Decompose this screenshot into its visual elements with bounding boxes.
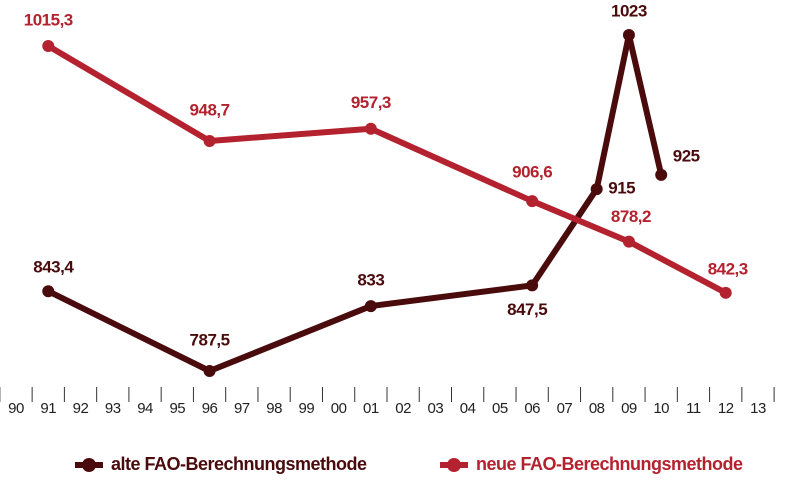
x-tick-label: 91: [40, 400, 56, 417]
x-tick-label: 06: [524, 400, 540, 417]
value-label: 878,2: [611, 207, 651, 226]
data-point: [655, 168, 668, 181]
series-line: [46, 32, 665, 374]
value-label: 833: [357, 271, 384, 290]
data-point: [526, 279, 539, 292]
x-tick-label: 97: [234, 400, 250, 417]
x-tick-label: 93: [105, 400, 121, 417]
x-tick-label: 09: [621, 400, 637, 417]
value-label: 843,4: [33, 258, 74, 277]
legend-label: alte FAO-Berechnungsmethode: [111, 454, 367, 474]
series-line: [46, 43, 728, 296]
data-point: [203, 365, 216, 377]
data-point: [622, 29, 635, 41]
value-label: 847,5: [507, 300, 547, 319]
x-tick-label: 05: [492, 400, 508, 417]
data-point: [203, 135, 216, 148]
data-point: [42, 285, 55, 298]
legend-label: neue FAO-Berechnungsmethode: [476, 454, 743, 474]
x-tick-label: 07: [557, 400, 573, 417]
x-tick-label: 12: [718, 400, 734, 417]
x-tick-label: 03: [428, 400, 444, 417]
x-tick-label: 02: [395, 400, 411, 417]
x-tick-label: 95: [169, 400, 185, 417]
x-tick-label: 01: [363, 400, 379, 417]
x-tick-label: 11: [686, 400, 701, 417]
legend-dot: [82, 458, 96, 472]
x-tick-label: 96: [202, 400, 218, 417]
data-point: [364, 122, 377, 135]
value-label: 842,3: [708, 259, 748, 278]
value-label: 948,7: [190, 100, 230, 119]
x-tick-label: 98: [266, 400, 282, 417]
value-label: 787,5: [190, 330, 230, 349]
data-point: [590, 183, 603, 196]
x-tick-label: 90: [8, 400, 24, 417]
x-tick-label: 94: [137, 400, 153, 417]
data-point: [364, 300, 377, 313]
x-tick-label: 92: [73, 400, 89, 417]
value-label: 1023: [611, 1, 647, 20]
data-point: [42, 39, 55, 52]
x-tick-label: 99: [298, 400, 314, 417]
x-tick-label: 10: [653, 400, 669, 417]
x-tick-label: 08: [589, 400, 605, 417]
data-point: [526, 195, 539, 208]
value-label: 1015,3: [24, 10, 73, 29]
data-point: [719, 286, 732, 299]
value-label: 925: [673, 146, 700, 165]
value-label: 915: [608, 179, 635, 198]
value-label: 906,6: [512, 163, 552, 182]
legend-dot: [447, 458, 461, 472]
value-label: 957,3: [351, 93, 391, 112]
x-tick-label: 00: [331, 400, 347, 417]
x-tick-label: 04: [460, 400, 476, 417]
x-tick-label: 13: [750, 400, 766, 417]
data-point: [622, 235, 635, 248]
